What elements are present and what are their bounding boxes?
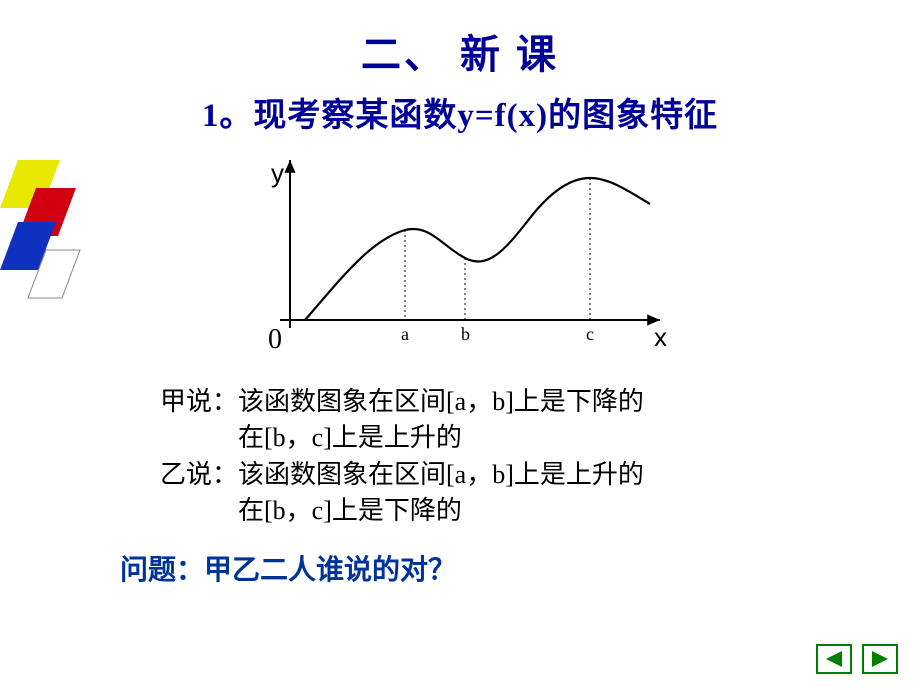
svg-text:c: c bbox=[586, 324, 594, 344]
svg-text:0: 0 bbox=[268, 324, 282, 355]
svg-text:y: y bbox=[271, 158, 284, 188]
jia-line-1: 甲说：该函数图象在区间[a，b]上是下降的 bbox=[160, 384, 920, 420]
nav-buttons bbox=[816, 644, 898, 674]
title-sub: 1。现考察某函数y=f(x)的图象特征 bbox=[0, 88, 920, 136]
next-button[interactable] bbox=[862, 644, 898, 674]
title-main: 二、 新 课 bbox=[0, 22, 920, 80]
prev-button[interactable] bbox=[816, 644, 852, 674]
triangle-right-icon bbox=[870, 650, 890, 668]
question-text: 问题：甲乙二人谁说的对？ bbox=[120, 548, 920, 588]
yi-line-1: 乙说：该函数图象在区间[a，b]上是上升的 bbox=[160, 457, 920, 493]
corner-decoration bbox=[0, 160, 80, 300]
svg-text:x: x bbox=[654, 322, 667, 352]
dialogue-text: 甲说：该函数图象在区间[a，b]上是下降的 在[b，c]上是上升的 乙说：该函数… bbox=[160, 384, 920, 530]
svg-text:a: a bbox=[401, 324, 409, 344]
yi-line-2: 在[b，c]上是下降的 bbox=[160, 493, 920, 529]
function-graph: a b c y x 0 bbox=[220, 150, 700, 380]
triangle-left-icon bbox=[824, 650, 844, 668]
svg-text:b: b bbox=[461, 324, 470, 344]
title-block: 二、 新 课 1。现考察某函数y=f(x)的图象特征 bbox=[0, 0, 920, 136]
jia-line-2: 在[b，c]上是上升的 bbox=[160, 420, 920, 456]
